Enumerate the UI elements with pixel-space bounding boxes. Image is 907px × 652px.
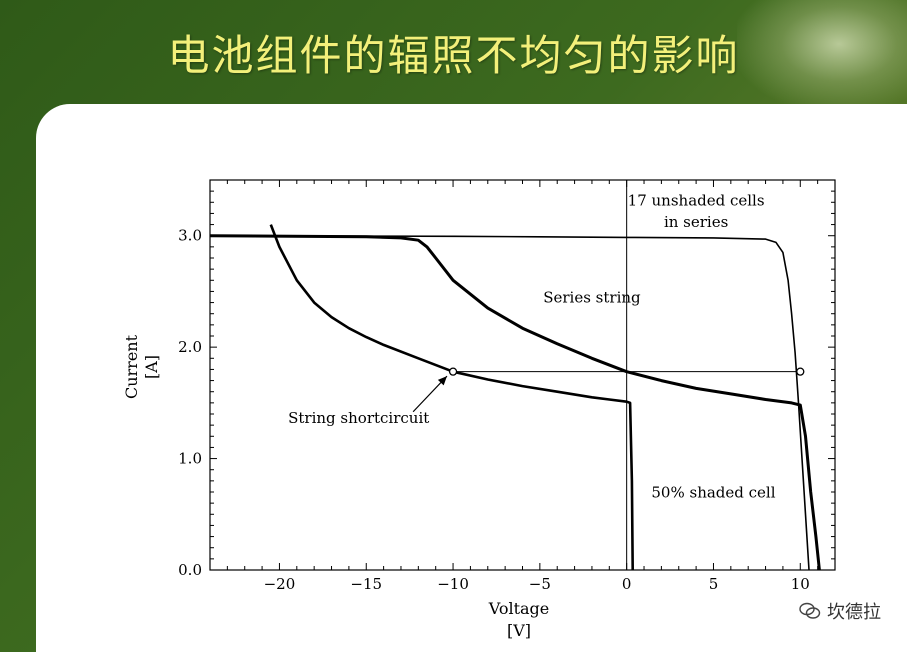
x-tick-label: −10 — [437, 575, 469, 593]
series-line-1 — [209, 234, 810, 571]
data-lines — [209, 180, 821, 571]
content-panel — [36, 104, 907, 652]
y-axis-label: Current — [122, 334, 141, 399]
y-tick-label: 2.0 — [178, 338, 202, 356]
y-tick-label: 0.0 — [178, 561, 202, 579]
shortcircuit-arrowhead — [437, 376, 447, 386]
chart-annotation: String shortcircuit — [288, 409, 429, 427]
chart-annotation: 50% shaded cell — [651, 484, 775, 502]
chart-annotation: 17 unshaded cells — [628, 192, 765, 210]
watermark-text: 坎德拉 — [827, 602, 881, 623]
tick-labels: −20 −15 −10 −5 0 5 10 0.0 1.0 2.0 3.0 — [178, 227, 810, 593]
x-axis-unit: [V] — [507, 621, 531, 640]
x-tick-label: 5 — [709, 575, 719, 593]
y-axis-unit: [A] — [142, 355, 161, 379]
x-tick-label: 10 — [791, 575, 810, 593]
x-tick-label: −5 — [529, 575, 551, 593]
wechat-icon — [799, 602, 821, 619]
y-tick-label: 3.0 — [178, 227, 202, 245]
background-leaf-decoration — [737, 0, 907, 110]
x-tick-label: −20 — [264, 575, 296, 593]
x-axis-label: Voltage — [488, 599, 550, 618]
annotations: 17 unshaded cells in series Series string S… — [288, 192, 776, 502]
chart-annotation: in series — [664, 213, 728, 231]
x-tick-label: −15 — [350, 575, 382, 593]
watermark: 坎德拉 — [799, 598, 881, 624]
series-line-2 — [209, 234, 821, 571]
axis-ticks — [209, 179, 836, 571]
intersection-marker — [448, 367, 458, 376]
x-tick-label: 0 — [622, 575, 632, 593]
intersection-marker — [796, 367, 805, 376]
slide-title: 电池组件的辐照不均匀的影响 — [167, 31, 740, 80]
chart-annotation: Series string — [543, 289, 641, 307]
y-tick-label: 1.0 — [178, 450, 202, 468]
